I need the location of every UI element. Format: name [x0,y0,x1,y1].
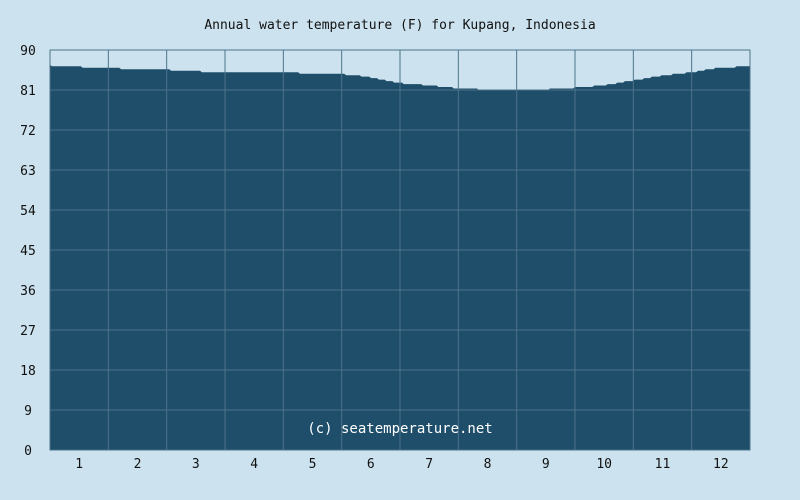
y-tick-label: 45 [20,244,36,259]
watermark-text: (c) seatemperature.net [307,421,492,437]
chart-title: Annual water temperature (F) for Kupang,… [204,18,596,33]
x-tick-label: 10 [596,457,612,472]
y-tick-label: 18 [20,364,36,379]
y-tick-label: 81 [20,84,36,99]
x-tick-label: 1 [75,457,83,472]
x-tick-label: 9 [542,457,550,472]
x-tick-label: 12 [713,457,729,472]
x-tick-label: 5 [309,457,317,472]
y-tick-label: 72 [20,124,36,139]
y-tick-label: 36 [20,284,36,299]
x-tick-label: 2 [134,457,142,472]
x-tick-label: 11 [655,457,671,472]
x-tick-label: 7 [425,457,433,472]
y-tick-label: 90 [20,44,36,59]
plot-frame [49,49,751,451]
y-tick-label: 27 [20,324,36,339]
y-tick-label: 0 [24,444,32,459]
x-tick-label: 6 [367,457,375,472]
y-tick-label: 63 [20,164,36,179]
x-tick-label: 3 [192,457,200,472]
y-tick-label: 54 [20,204,36,219]
y-tick-label: 9 [24,404,32,419]
x-tick-label: 4 [250,457,258,472]
x-tick-label: 8 [484,457,492,472]
